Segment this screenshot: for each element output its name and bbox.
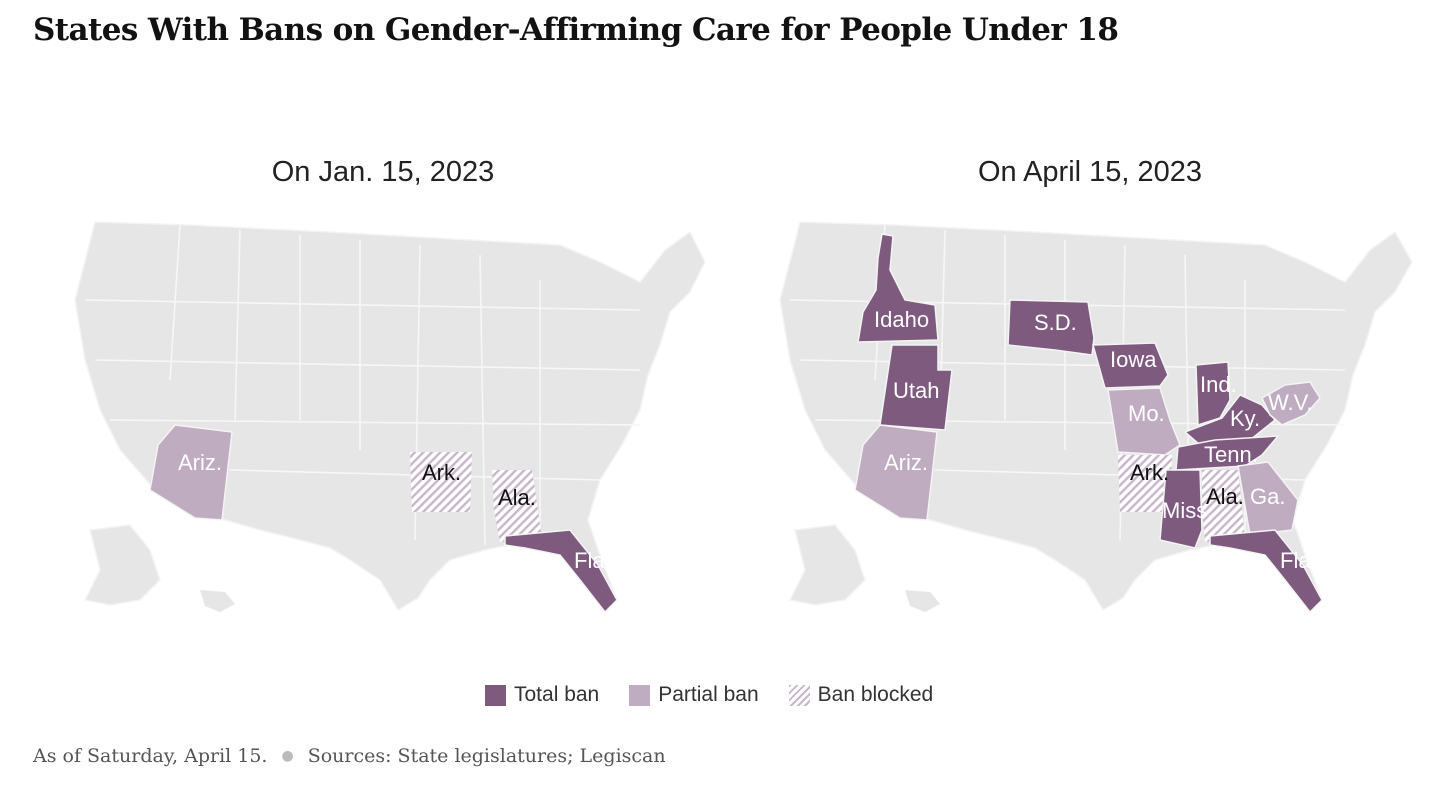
label-ariz-left: Ariz. xyxy=(178,450,222,475)
label-miss-right: Miss. xyxy=(1162,498,1213,523)
state-iowa-right xyxy=(1092,342,1169,389)
label-ala-right: Ala. xyxy=(1206,484,1244,509)
map-right-title: On April 15, 2023 xyxy=(977,156,1203,188)
state-ariz-right xyxy=(854,424,938,521)
label-ala-left: Ala. xyxy=(498,485,536,510)
state-fla-right xyxy=(1209,529,1323,614)
label-ky-right: Ky. xyxy=(1230,406,1260,431)
hawaii-right xyxy=(905,590,940,612)
state-wv-right xyxy=(1261,381,1321,426)
state-ariz-left xyxy=(149,424,233,521)
label-fla-left: Fla. xyxy=(574,548,611,573)
label-utah-right: Utah xyxy=(893,378,939,403)
legend-label-partial: Partial ban xyxy=(658,683,759,706)
state-mo-right xyxy=(1107,387,1181,456)
state-fla-left xyxy=(504,529,618,614)
state-miss-right xyxy=(1159,469,1203,549)
state-sd-right xyxy=(1007,299,1095,356)
label-ind-right: Ind. xyxy=(1200,372,1237,397)
label-mo-right: Mo. xyxy=(1128,401,1165,426)
separator-dot-icon: ● xyxy=(281,748,294,764)
legend-label-total: Total ban xyxy=(514,683,600,706)
legend-item-blocked: Ban blocked xyxy=(788,683,934,707)
state-ind-right xyxy=(1195,361,1231,427)
label-iowa-right: Iowa xyxy=(1110,347,1157,372)
label-tenn-right: Tenn. xyxy=(1204,442,1258,467)
label-wv-right: W.V. xyxy=(1268,390,1312,415)
hawaii-left xyxy=(200,590,235,612)
label-sd-right: S.D. xyxy=(1034,310,1077,335)
label-ga-right: Ga. xyxy=(1250,484,1285,509)
us-base-right xyxy=(779,221,1413,614)
map-left: Ariz. Ark. Ala. Fla. xyxy=(74,221,706,614)
alaska-left xyxy=(83,524,161,606)
state-idaho-right xyxy=(857,233,939,343)
legend-swatch-total xyxy=(485,684,506,706)
chart-title: States With Bans on Gender-Affirming Car… xyxy=(33,12,1119,48)
footer-sources: Sources: State legislatures; Legiscan xyxy=(307,745,666,767)
legend: Total ban Partial ban Ban blocked xyxy=(485,683,963,707)
label-ark-left: Ark. xyxy=(422,460,461,485)
map-right: Idaho Utah S.D. Iowa Ind. Ky. W.V. Mo. A… xyxy=(779,221,1413,614)
legend-swatch-blocked xyxy=(788,684,810,706)
label-idaho-right: Idaho xyxy=(874,307,929,332)
label-fla-right: Fla. xyxy=(1280,548,1317,573)
legend-label-blocked: Ban blocked xyxy=(817,683,934,706)
legend-swatch-partial xyxy=(629,684,651,706)
footer-note: As of Saturday, April 15. xyxy=(33,745,268,767)
label-ariz-right: Ariz. xyxy=(884,450,928,475)
state-ala-left xyxy=(492,470,542,542)
state-ark-left xyxy=(410,452,472,512)
state-grid-left xyxy=(84,224,641,546)
label-ark-right: Ark. xyxy=(1130,460,1169,485)
alaska-right xyxy=(788,524,866,606)
legend-item-total: Total ban xyxy=(485,683,599,707)
state-ala-right xyxy=(1202,470,1245,542)
map-left-title: On Jan. 15, 2023 xyxy=(271,156,495,188)
state-ark-right xyxy=(1118,455,1172,512)
state-ga-right xyxy=(1237,461,1299,536)
legend-item-partial: Partial ban xyxy=(629,683,759,707)
footer: As of Saturday, April 15. ● Sources: Sta… xyxy=(33,745,666,767)
